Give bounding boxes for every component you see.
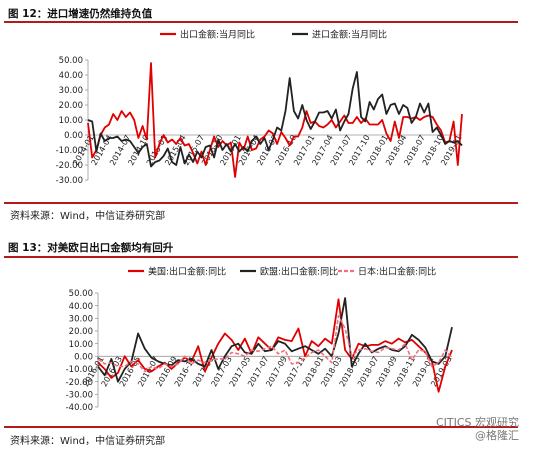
watermark: CITICS 宏观研究 @格隆汇: [436, 416, 519, 442]
y-tick-label-1: 40.00: [69, 302, 93, 312]
figure-12-top-rule: [4, 21, 518, 23]
legend-label-0: 出口金额:当月同比: [180, 29, 255, 41]
chart-exports-us-eu-japan: 美国:出口金额:同比 欧盟:出口金额:同比 日本:出口金额:同比 50.00 40.00…: [66, 266, 454, 414]
y-tick-label-5: 0.00: [64, 131, 83, 141]
y-tick-label-6: -10.00: [66, 365, 93, 375]
figure-13-bottom-rule: [4, 426, 518, 428]
chart-import-export-yoy: 出口金额:当月同比 进口金额:当月同比 50.00 40.00 30.00 20.00 10…: [56, 29, 464, 187]
y-tick-label-8: -30.00: [56, 176, 83, 186]
legend-label-2: 日本:出口金额:同比: [358, 266, 436, 278]
series-line-0: [87, 62, 463, 178]
legend-label-1: 欧盟:出口金额:同比: [260, 266, 338, 278]
figure-12-source: 资料来源：Wind，中信证券研究部: [10, 211, 166, 222]
figure-13-source: 资料来源：Wind，中信证券研究部: [10, 436, 166, 447]
y-tick-label-4: 10.00: [69, 340, 93, 350]
y-tick-label-1: 40.00: [59, 71, 83, 81]
legend-label-0: 美国:出口金额:同比: [148, 266, 226, 278]
figure-13-title: 图 13：对美欧日出口金额均有回升: [8, 242, 174, 254]
y-tick-label-7: -20.00: [56, 161, 83, 171]
y-tick-label-0: 50.00: [59, 56, 83, 66]
y-tick-label-0: 50.00: [69, 289, 93, 299]
y-tick-label-5: 0.00: [74, 353, 93, 363]
y-tick-label-9: -40.00: [66, 403, 93, 413]
series-line-0: [97, 298, 453, 393]
watermark-line2: @格隆汇: [475, 429, 519, 442]
series-line-1: [97, 297, 453, 383]
y-tick-label-7: -20.00: [66, 378, 93, 388]
series-line-1: [87, 71, 463, 168]
y-tick-label-4: 10.00: [59, 116, 83, 126]
y-tick-label-3: 20.00: [69, 327, 93, 337]
series-line-2: [97, 314, 453, 373]
legend-label-1: 进口金额:当月同比: [312, 29, 387, 41]
y-tick-label-2: 30.00: [59, 86, 83, 96]
watermark-line1: CITICS 宏观研究: [435, 416, 519, 429]
figure-13-top-rule: [4, 256, 518, 258]
y-tick-label-8: -30.00: [66, 391, 93, 401]
y-tick-label-6: -10.00: [56, 146, 83, 156]
figure-12-title: 图 12：进口增速仍然维持负值: [8, 8, 153, 20]
y-tick-label-2: 30.00: [69, 315, 93, 325]
y-tick-label-3: 20.00: [59, 101, 83, 111]
figure-12-bottom-rule: [4, 202, 518, 204]
